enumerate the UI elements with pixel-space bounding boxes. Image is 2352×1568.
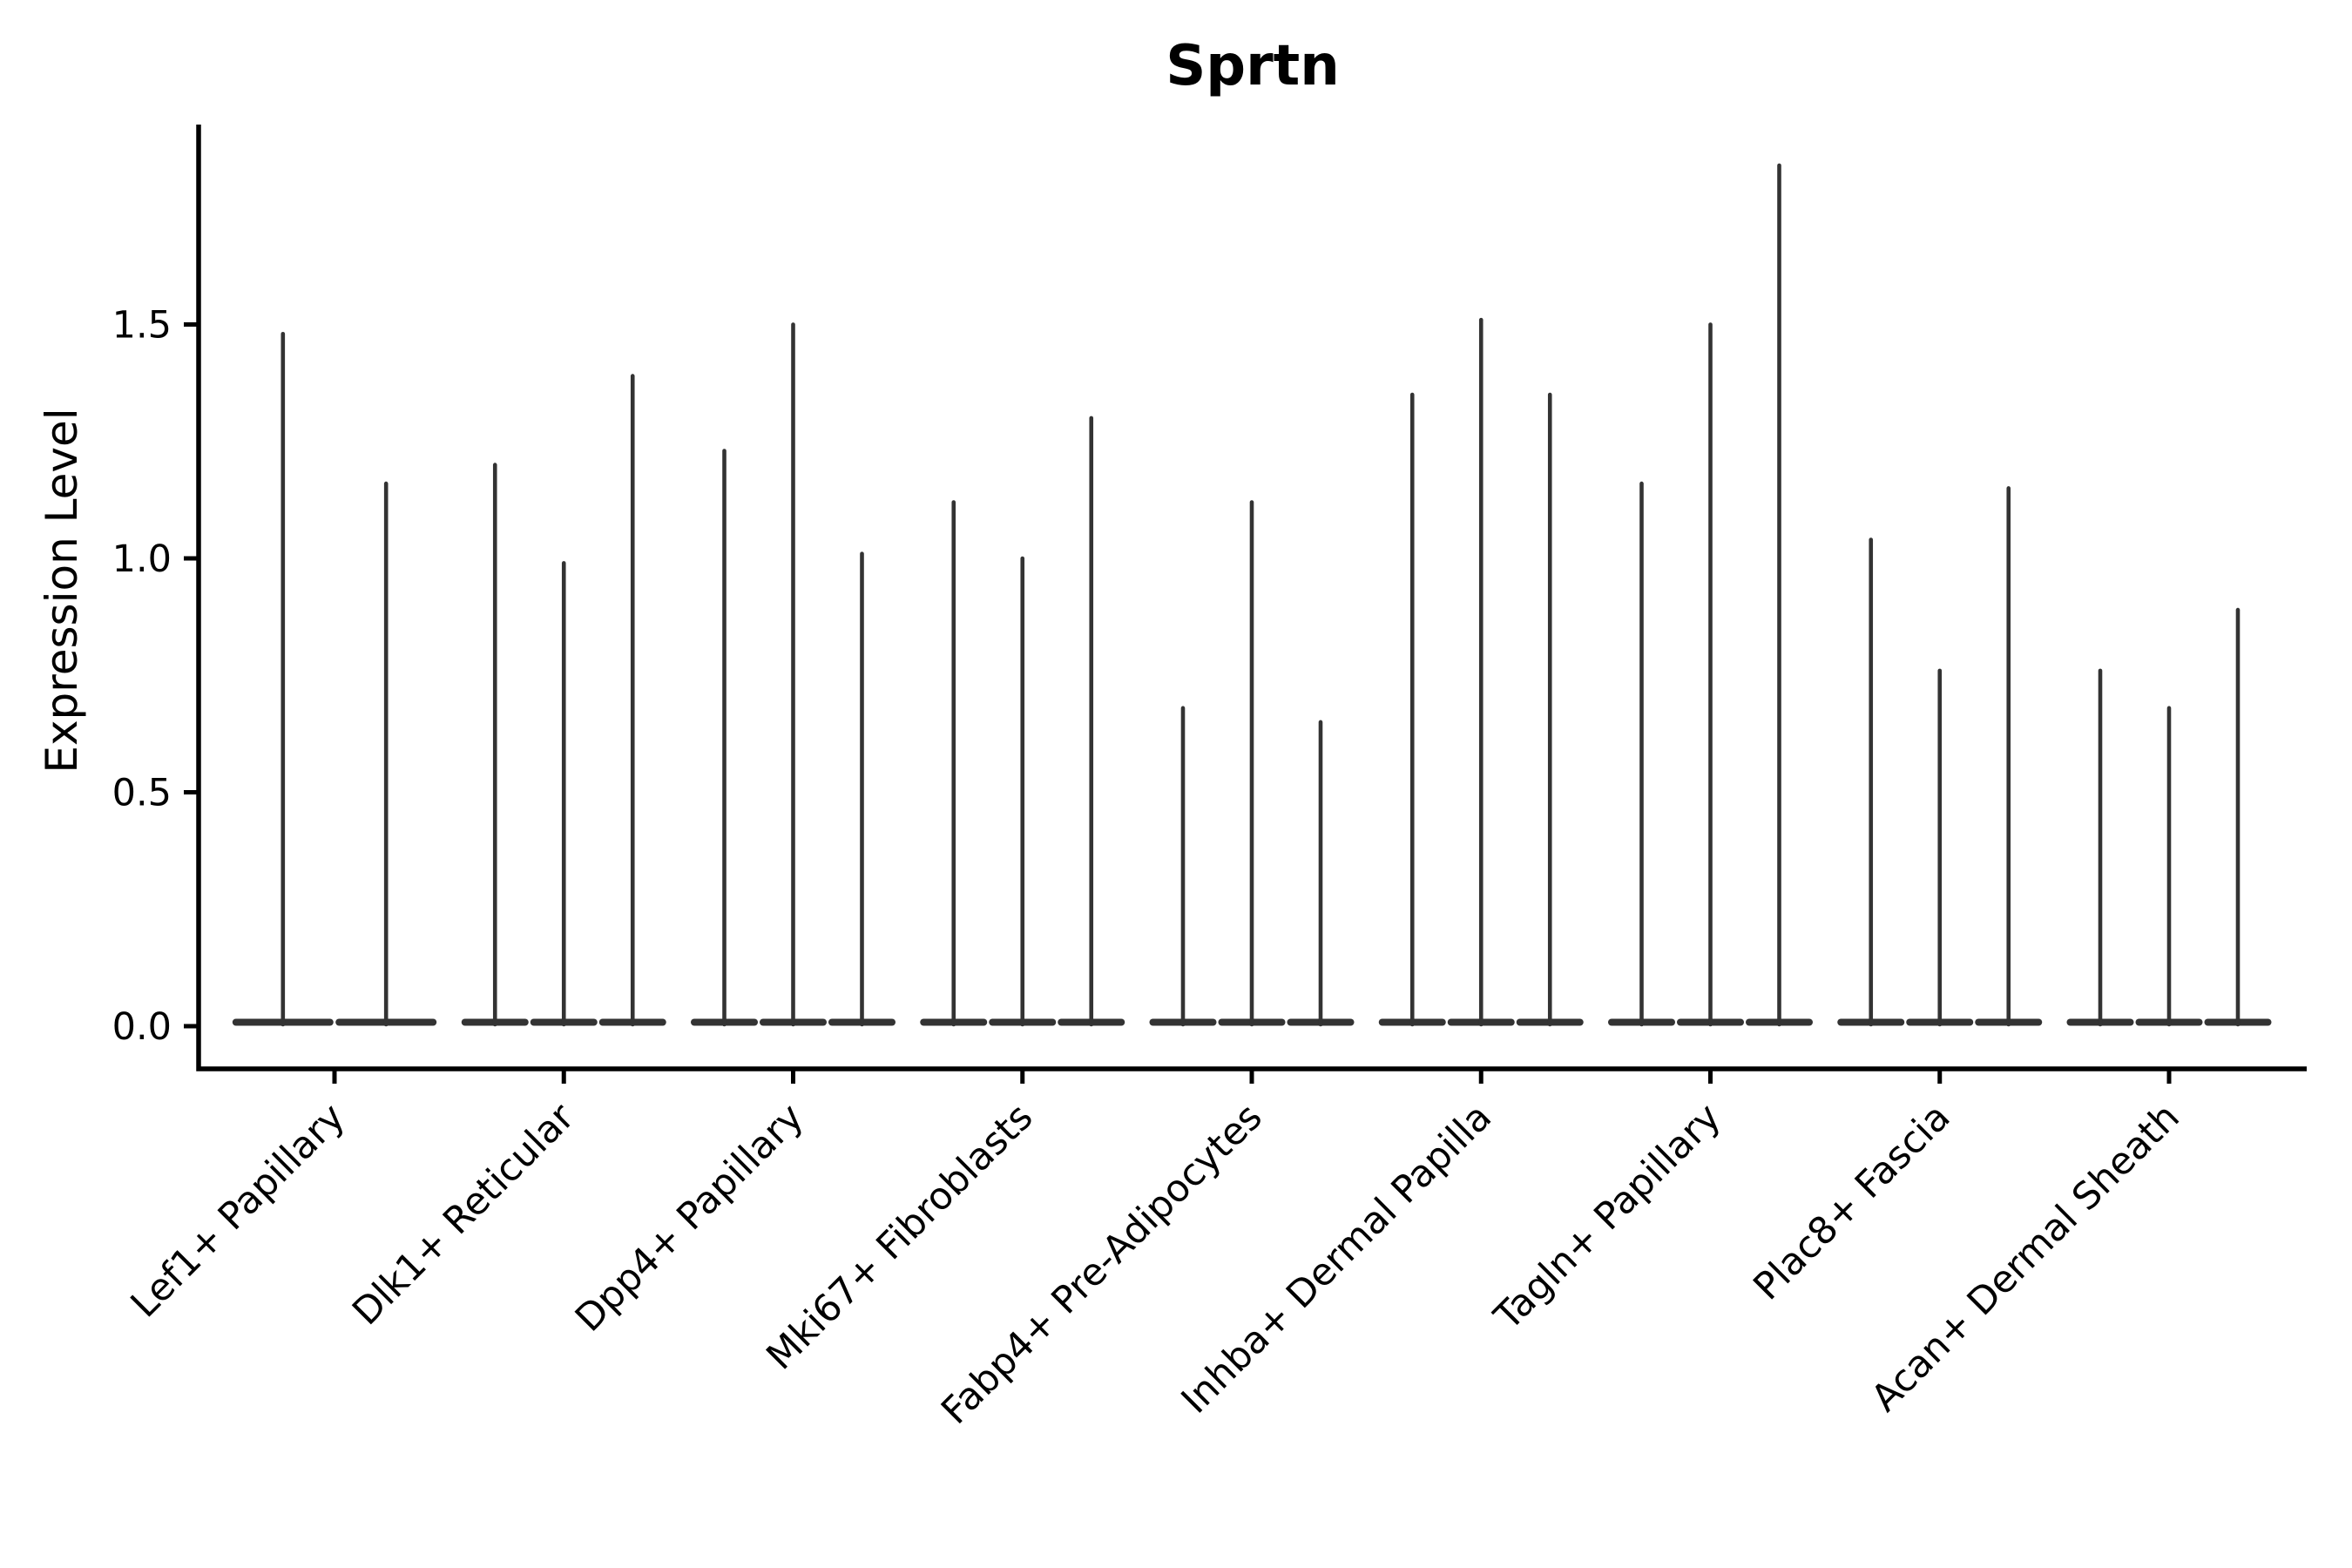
- x-tick-label: Tagln+ Papillary: [1486, 1095, 1730, 1339]
- violin-group: [691, 322, 896, 1027]
- x-tick-label: Plac8+ Fascia: [1746, 1095, 1959, 1308]
- violins-layer: [232, 163, 2272, 1027]
- violin-group: [2066, 607, 2272, 1027]
- violin-group: [1378, 317, 1584, 1027]
- violin-group: [232, 331, 437, 1027]
- x-tick-label: Lef1+ Papillary: [123, 1095, 354, 1326]
- x-tick-label: Dlk1+ Reticular: [344, 1095, 583, 1334]
- y-axis-label: Expression Level: [37, 408, 87, 773]
- y-tick-label: 1.0: [112, 537, 172, 581]
- violin-group: [920, 416, 1125, 1027]
- violin-group: [1149, 500, 1355, 1027]
- y-tick-label: 0.0: [112, 1005, 172, 1049]
- violin-group: [1837, 486, 2043, 1027]
- x-tick-label: Dpp4+ Papillary: [567, 1095, 812, 1340]
- y-tick-label: 1.5: [112, 304, 172, 348]
- axis-spines: [196, 125, 2307, 1071]
- violin-group: [461, 374, 666, 1027]
- y-tick-label: 0.5: [112, 772, 172, 815]
- violin-group: [1608, 163, 1813, 1027]
- chart-title: Sprtn: [1166, 34, 1340, 98]
- axes-layer: [196, 125, 2307, 1071]
